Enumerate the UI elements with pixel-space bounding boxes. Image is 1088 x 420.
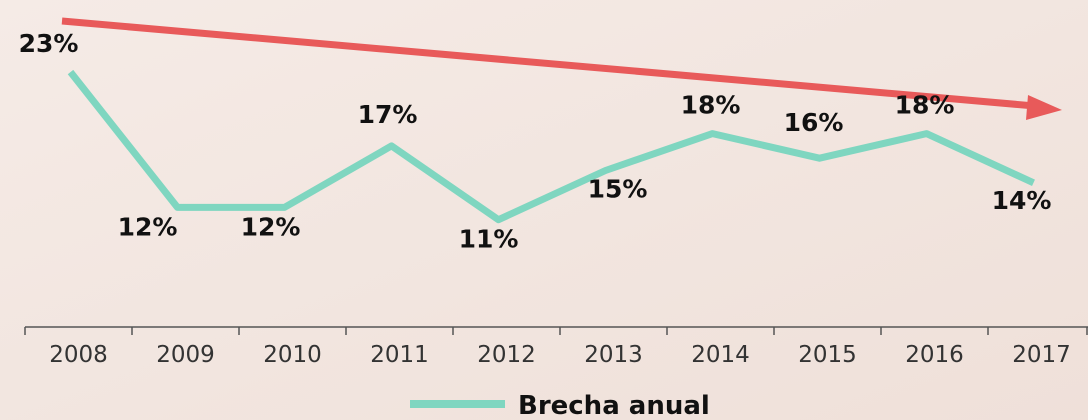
data-label: 12% [241,212,301,241]
data-label: 23% [19,29,79,58]
x-tick-label: 2015 [798,342,857,368]
x-tick-label: 2017 [1012,342,1071,368]
data-label: 11% [459,225,519,254]
trend-arrow [61,17,1062,120]
legend-label: Brecha anual [518,391,710,420]
data-label: 17% [358,100,418,129]
x-tick-label: 2009 [156,342,215,368]
data-label: 15% [588,175,648,204]
data-label: 12% [118,212,178,241]
x-tick-label: 2008 [49,342,108,368]
x-tick-label: 2016 [905,342,964,368]
x-tick-label: 2013 [584,342,643,368]
data-label: 16% [784,108,844,137]
line [67,69,1035,224]
legend: Brecha anual [410,391,710,420]
data-label: 18% [895,91,955,120]
data-label: 18% [681,91,741,120]
x-tick-label: 2011 [370,342,429,368]
data-label: 14% [992,186,1052,215]
x-tick-label: 2012 [477,342,536,368]
x-tick-label: 2010 [263,342,322,368]
x-tick-label: 2014 [691,342,750,368]
